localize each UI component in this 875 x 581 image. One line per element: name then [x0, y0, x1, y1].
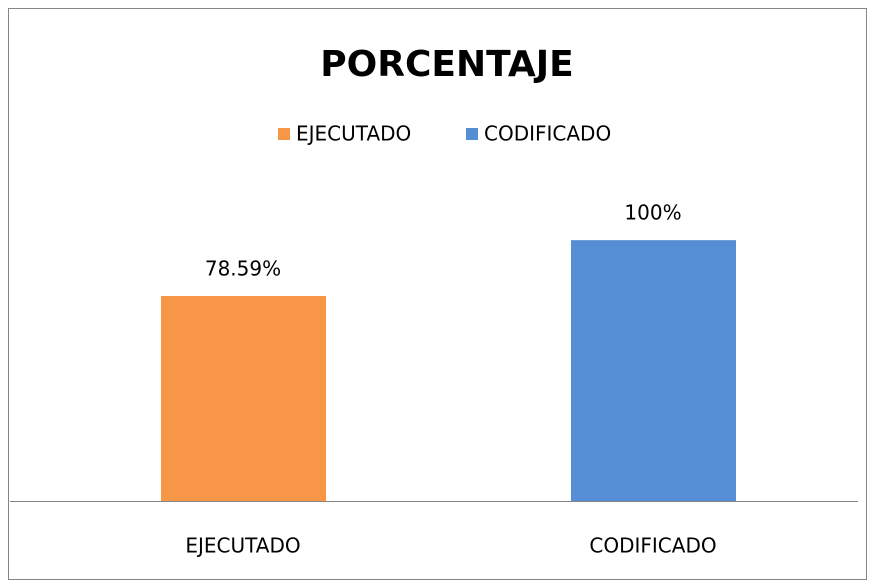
x-tick-label: CODIFICADO	[589, 534, 716, 558]
legend-swatch	[278, 128, 290, 140]
legend-label: EJECUTADO	[296, 122, 411, 146]
chart-frame	[8, 8, 867, 580]
bar	[161, 296, 326, 501]
legend-label: CODIFICADO	[484, 122, 611, 146]
chart-title: PORCENTAJE	[320, 44, 573, 85]
legend-swatch	[466, 128, 478, 140]
data-label: 78.59%	[205, 257, 281, 281]
data-label: 100%	[624, 201, 681, 225]
x-tick-label: EJECUTADO	[185, 534, 300, 558]
bar	[571, 240, 736, 501]
